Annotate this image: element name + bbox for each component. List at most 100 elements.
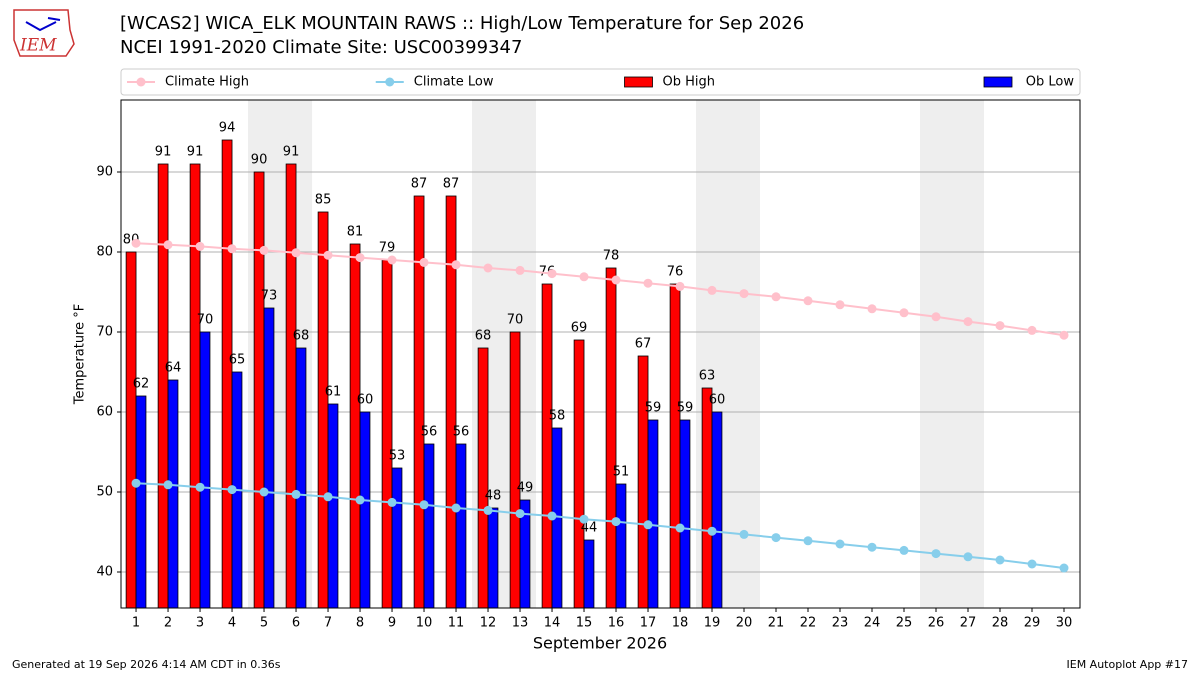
line-marker	[707, 285, 717, 295]
value-label: 62	[133, 377, 150, 392]
value-label: 87	[443, 177, 460, 192]
logo-icon	[25, 17, 61, 32]
bar	[413, 195, 425, 609]
x-tick-label: 15	[576, 616, 593, 631]
x-tick-label: 7	[324, 616, 332, 631]
legend-swatch	[624, 76, 653, 88]
line-marker	[643, 278, 653, 288]
bar	[157, 163, 169, 609]
line-marker	[163, 240, 173, 250]
bar	[327, 403, 339, 609]
value-label: 70	[197, 313, 214, 328]
x-tick-label: 11	[448, 616, 465, 631]
line-marker	[547, 511, 557, 521]
x-tick-label: 18	[672, 616, 689, 631]
x-tick-label: 22	[800, 616, 817, 631]
value-label: 58	[549, 409, 566, 424]
chart-title: [WCAS2] WICA_ELK MOUNTAIN RAWS :: High/L…	[120, 13, 804, 34]
x-tick-label: 12	[480, 616, 497, 631]
bar	[573, 339, 585, 609]
bar	[487, 507, 499, 609]
bar	[701, 387, 713, 609]
line-marker	[1059, 330, 1069, 340]
value-label: 90	[251, 153, 268, 168]
bar	[477, 347, 489, 609]
value-label: 79	[379, 241, 396, 256]
footer-left: Generated at 19 Sep 2026 4:14 AM CDT in …	[12, 658, 281, 671]
x-tick-label: 14	[544, 616, 561, 631]
plot-frame	[120, 99, 1081, 609]
value-label: 85	[315, 193, 332, 208]
value-label: 70	[507, 313, 524, 328]
x-tick-label: 8	[356, 616, 364, 631]
line-marker	[1027, 559, 1037, 569]
bar	[423, 443, 435, 609]
line-marker	[483, 263, 493, 273]
value-label: 49	[517, 481, 534, 496]
x-tick-label: 5	[260, 616, 268, 631]
value-label: 53	[389, 449, 406, 464]
line-marker	[323, 250, 333, 260]
line-marker	[163, 480, 173, 490]
line-marker	[1027, 325, 1037, 335]
value-label: 60	[357, 393, 374, 408]
x-tick-label: 13	[512, 616, 529, 631]
line-marker	[803, 296, 813, 306]
x-tick-label: 28	[992, 616, 1009, 631]
line-marker	[739, 289, 749, 299]
line-marker	[579, 272, 589, 282]
value-label: 65	[229, 353, 246, 368]
x-tick-label: 21	[768, 616, 785, 631]
value-label: 64	[165, 361, 182, 376]
value-label: 61	[325, 385, 342, 400]
line-marker	[579, 514, 589, 524]
line-marker	[995, 321, 1005, 331]
bar	[125, 251, 137, 609]
x-tick-label: 24	[864, 616, 881, 631]
line-marker	[931, 549, 941, 559]
weekend-shade	[920, 100, 985, 608]
value-label: 73	[261, 289, 278, 304]
bar	[509, 331, 521, 609]
y-tick-label: 90	[96, 165, 113, 180]
legend-frame	[120, 68, 1081, 96]
line-marker	[355, 253, 365, 263]
x-tick-label: 9	[388, 616, 396, 631]
value-label: 69	[571, 321, 588, 336]
x-tick-label: 25	[896, 616, 913, 631]
line-marker	[771, 533, 781, 543]
value-label: 87	[411, 177, 428, 192]
line-marker	[355, 495, 365, 505]
line-marker	[771, 292, 781, 302]
legend-label: Climate Low	[414, 75, 494, 90]
bar	[647, 419, 659, 609]
y-tick-label: 50	[96, 485, 113, 500]
value-label: 59	[677, 401, 694, 416]
value-label: 59	[645, 401, 662, 416]
value-label: 48	[485, 489, 502, 504]
value-label: 94	[219, 121, 236, 136]
bar	[167, 379, 179, 609]
line-marker	[451, 503, 461, 513]
x-tick-label: 23	[832, 616, 849, 631]
bar	[445, 195, 457, 609]
line-marker	[291, 489, 301, 499]
value-label: 67	[635, 337, 652, 352]
line-marker	[835, 539, 845, 549]
value-label: 91	[187, 145, 204, 160]
bar	[637, 355, 649, 609]
line-marker	[259, 245, 269, 255]
line-marker	[995, 555, 1005, 565]
y-tick-label: 40	[96, 565, 113, 580]
line-marker	[675, 523, 685, 533]
value-label: 44	[581, 521, 598, 536]
bar	[199, 331, 211, 609]
value-label: 91	[283, 145, 300, 160]
line-marker	[419, 257, 429, 267]
legend-label: Ob High	[663, 75, 716, 90]
legend-label: Climate High	[165, 75, 249, 90]
value-label: 63	[699, 369, 716, 384]
line-marker	[483, 505, 493, 515]
line-marker	[227, 244, 237, 254]
y-tick-label: 70	[96, 325, 113, 340]
